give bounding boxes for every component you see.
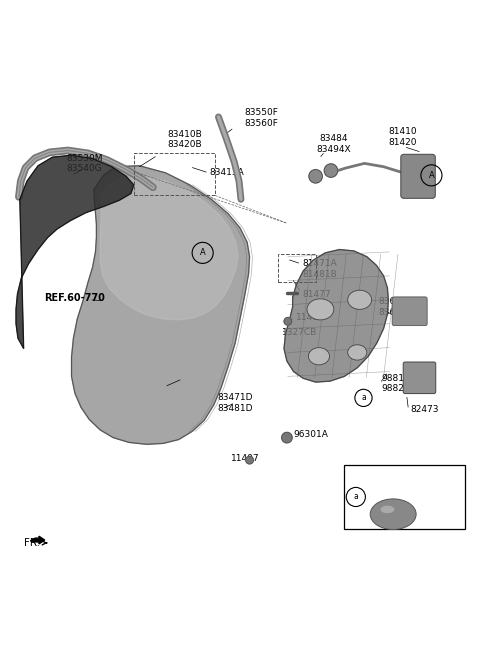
Text: 11407: 11407 — [230, 454, 259, 463]
Circle shape — [246, 457, 253, 464]
Polygon shape — [30, 536, 45, 544]
Circle shape — [324, 164, 337, 177]
Text: a: a — [353, 493, 358, 501]
Text: 83530M
83540G: 83530M 83540G — [66, 154, 103, 173]
Text: A: A — [200, 248, 205, 258]
Ellipse shape — [309, 348, 329, 365]
Text: 1731JE: 1731JE — [405, 493, 436, 501]
Ellipse shape — [348, 345, 367, 360]
Text: 83655C
83665C: 83655C 83665C — [379, 297, 414, 317]
Circle shape — [309, 170, 323, 183]
Text: 98810B
98820B: 98810B 98820B — [381, 374, 416, 394]
Text: 1327CB: 1327CB — [282, 328, 317, 337]
Circle shape — [284, 317, 292, 325]
Text: 83550F
83560F: 83550F 83560F — [245, 108, 278, 127]
FancyBboxPatch shape — [401, 154, 435, 198]
Text: 83410B
83420B: 83410B 83420B — [168, 129, 203, 149]
FancyBboxPatch shape — [392, 297, 427, 326]
Text: 81477: 81477 — [302, 290, 331, 298]
Text: 83471D
83481D: 83471D 83481D — [217, 393, 253, 413]
Text: 96301A: 96301A — [294, 430, 328, 440]
Polygon shape — [16, 155, 134, 349]
Text: A: A — [429, 171, 434, 180]
FancyBboxPatch shape — [344, 465, 465, 529]
Text: 82473: 82473 — [410, 405, 438, 415]
Text: 83413A: 83413A — [209, 168, 244, 177]
Text: 81410
81420: 81410 81420 — [388, 127, 417, 147]
Text: 83484
83494X: 83484 83494X — [316, 135, 351, 154]
Ellipse shape — [370, 499, 416, 530]
Polygon shape — [100, 176, 238, 320]
FancyBboxPatch shape — [403, 362, 436, 394]
Text: a: a — [361, 394, 366, 402]
Text: 81471A
81481B: 81471A 81481B — [302, 259, 337, 279]
Text: 11407: 11407 — [296, 313, 324, 323]
Polygon shape — [284, 250, 388, 382]
Ellipse shape — [307, 299, 334, 320]
Text: FR.: FR. — [24, 538, 40, 548]
Ellipse shape — [348, 290, 372, 309]
Ellipse shape — [381, 506, 394, 513]
Polygon shape — [72, 166, 250, 444]
Circle shape — [282, 432, 292, 443]
Text: REF.60-770: REF.60-770 — [45, 293, 105, 303]
